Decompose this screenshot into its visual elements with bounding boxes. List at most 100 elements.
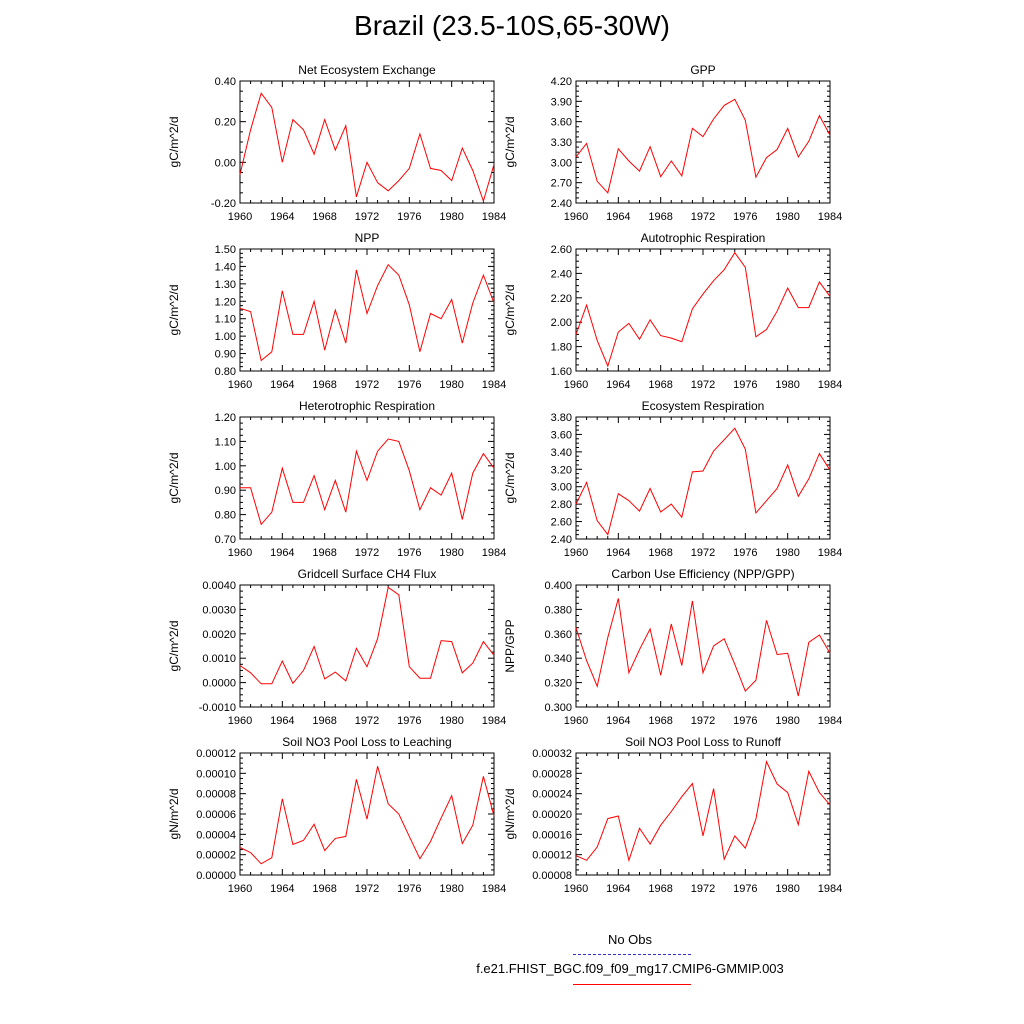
y-tick-label: 0.40 xyxy=(215,76,236,88)
x-tick-label: 1968 xyxy=(312,211,336,223)
x-tick-label: 1984 xyxy=(482,211,506,223)
x-tick-label: 1980 xyxy=(439,379,463,391)
x-tick-label: 1984 xyxy=(482,379,506,391)
x-tick-label: 1964 xyxy=(270,715,294,727)
series-line xyxy=(240,438,495,526)
x-tick-label: 1972 xyxy=(691,883,715,895)
x-tick-label: 1968 xyxy=(648,211,672,223)
x-tick-label: 1972 xyxy=(691,715,715,727)
plot-frame xyxy=(239,416,495,540)
y-tick-label: 0.400 xyxy=(544,580,572,592)
y-tick-label: 0.00012 xyxy=(196,748,236,760)
legend-label-model: f.e21.FHIST_BGC.f09_f09_mg17.CMIP6-GMMIP… xyxy=(476,961,784,976)
panel-6: Gridcell Surface CH4 Flux gC/m^2/d 1960 196… xyxy=(167,567,506,727)
y-tick-label: 0.00016 xyxy=(532,829,572,841)
x-tick-label: 1960 xyxy=(228,211,252,223)
x-tick-label: 1980 xyxy=(775,379,799,391)
x-tick-label: 1972 xyxy=(355,379,379,391)
y-tick-label: -0.20 xyxy=(211,198,236,210)
page-title: Brazil (23.5-10S,65-30W) xyxy=(354,10,670,41)
y-tick-label: 0.00010 xyxy=(196,768,236,780)
y-tick-label: 0.20 xyxy=(215,117,236,129)
panel-4: Heterotrophic Respiration gC/m^2/d 1960 196… xyxy=(167,399,506,559)
y-tick-label: 0.90 xyxy=(215,485,236,497)
legend-line-model xyxy=(573,984,691,985)
series-line xyxy=(239,766,495,865)
y-tick-label: 1.10 xyxy=(215,436,236,448)
y-tick-label: 0.0030 xyxy=(202,604,236,616)
panel-2: NPP gC/m^2/d 1960 1964 1968 1972 1976 1980 1984 0… xyxy=(167,231,506,391)
panel-7: Carbon Use Efficiency (NPP/GPP) NPP/GPP 19… xyxy=(503,567,842,727)
panel-title: Autotrophic Respiration xyxy=(641,231,766,245)
panel-3: Autotrophic Respiration gC/m^2/d 1960 1964 1… xyxy=(503,231,842,391)
y-tick-label: 0.00002 xyxy=(196,850,236,862)
x-tick-label: 1964 xyxy=(606,211,630,223)
x-tick-label: 1972 xyxy=(355,883,379,895)
series-line xyxy=(239,586,495,685)
legend-line-obs xyxy=(573,954,691,955)
y-tick-label: 0.0010 xyxy=(202,653,236,665)
y-axis-label: gN/m^2/d xyxy=(503,789,517,840)
x-tick-label: 1960 xyxy=(564,379,588,391)
y-tick-label: 1.40 xyxy=(215,261,236,273)
y-tick-label: 0.00012 xyxy=(532,850,572,862)
series-line xyxy=(575,251,831,368)
x-tick-label: 1980 xyxy=(775,211,799,223)
series-line xyxy=(575,598,831,697)
y-tick-label: 2.40 xyxy=(551,198,572,210)
y-tick-label: 2.20 xyxy=(551,293,572,305)
x-tick-label: 1972 xyxy=(691,547,715,559)
y-tick-label: 0.70 xyxy=(215,534,236,546)
x-tick-label: 1972 xyxy=(691,211,715,223)
y-tick-label: 0.80 xyxy=(215,510,236,522)
panel-title: NPP xyxy=(355,231,380,245)
y-tick-label: 1.60 xyxy=(551,366,572,378)
y-tick-label: -0.0010 xyxy=(199,702,236,714)
x-tick-label: 1960 xyxy=(564,715,588,727)
x-tick-label: 1976 xyxy=(397,547,421,559)
x-tick-label: 1976 xyxy=(733,715,757,727)
y-tick-label: 0.360 xyxy=(544,629,572,641)
x-tick-label: 1984 xyxy=(818,379,842,391)
y-tick-label: 0.00008 xyxy=(532,870,572,882)
x-tick-label: 1976 xyxy=(397,883,421,895)
y-tick-label: 0.300 xyxy=(544,702,572,714)
y-tick-label: 1.10 xyxy=(215,314,236,326)
y-axis-label: gN/m^2/d xyxy=(167,789,181,840)
y-axis-label: gC/m^2/d xyxy=(167,117,181,168)
y-tick-label: 0.00006 xyxy=(196,809,236,821)
y-tick-label: 1.00 xyxy=(215,461,236,473)
x-tick-label: 1968 xyxy=(648,379,672,391)
x-tick-label: 1980 xyxy=(439,211,463,223)
x-tick-label: 1976 xyxy=(397,715,421,727)
series-line xyxy=(575,759,831,863)
x-tick-label: 1968 xyxy=(648,715,672,727)
panel-8: Soil NO3 Pool Loss to Leaching gN/m^2/d 19… xyxy=(167,735,506,895)
y-tick-label: 0.00024 xyxy=(532,789,572,801)
x-tick-label: 1968 xyxy=(648,547,672,559)
x-tick-label: 1976 xyxy=(397,379,421,391)
x-tick-label: 1980 xyxy=(775,883,799,895)
panel-0: Net Ecosystem Exchange gC/m^2/d 1960 1964 19… xyxy=(167,63,506,223)
plot-frame xyxy=(575,80,831,204)
x-tick-label: 1972 xyxy=(355,211,379,223)
legend: No Obs f.e21.FHIST_BGC.f09_f09_mg17.CMIP… xyxy=(440,928,840,988)
y-tick-label: 0.00004 xyxy=(196,829,236,841)
y-tick-label: 3.00 xyxy=(551,482,572,494)
y-tick-label: 1.00 xyxy=(215,331,236,343)
y-tick-label: 0.00000 xyxy=(196,870,236,882)
x-tick-label: 1984 xyxy=(818,715,842,727)
x-tick-label: 1960 xyxy=(564,883,588,895)
y-tick-label: 3.00 xyxy=(551,157,572,169)
x-tick-label: 1980 xyxy=(775,547,799,559)
y-tick-label: 2.00 xyxy=(551,317,572,329)
plot-frame xyxy=(239,584,495,708)
x-tick-label: 1960 xyxy=(228,547,252,559)
x-tick-label: 1960 xyxy=(228,883,252,895)
x-tick-label: 1984 xyxy=(482,715,506,727)
x-tick-label: 1976 xyxy=(733,211,757,223)
x-tick-label: 1976 xyxy=(733,883,757,895)
y-axis-label: gC/m^2/d xyxy=(503,285,517,336)
series-line xyxy=(575,427,831,536)
